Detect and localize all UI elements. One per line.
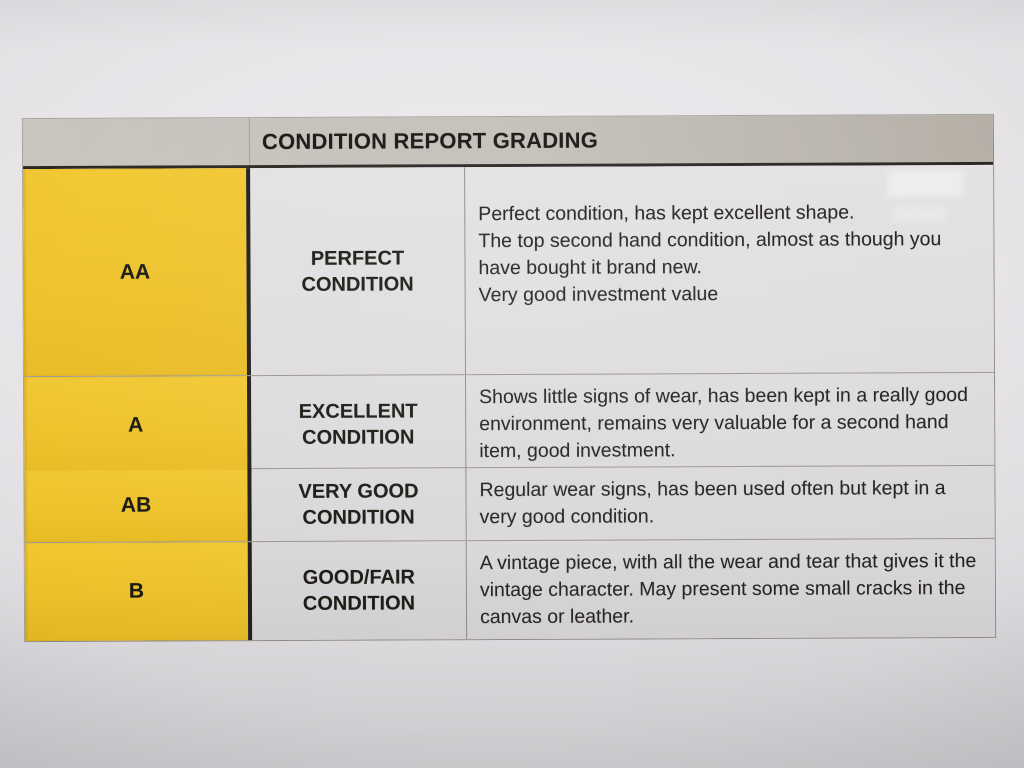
grade-name-cell: VERY GOOD CONDITION <box>251 468 467 542</box>
grade-name-cell: EXCELLENT CONDITION <box>250 375 467 475</box>
grade-description-cell: Perfect condition, has kept excellent sh… <box>465 165 994 374</box>
table-row-grade-a: A EXCELLENT CONDITION Shows little signs… <box>23 371 995 476</box>
grade-code-cell: AB <box>24 469 252 543</box>
grade-description-cell: A vintage piece, with all the wear and t… <box>467 539 995 639</box>
grade-code-cell: B <box>24 542 253 642</box>
grade-code-cell: AA <box>23 168 251 377</box>
grade-description-cell: Regular wear signs, has been used often … <box>466 466 994 540</box>
table-body: AA PERFECT CONDITION Perfect condition, … <box>23 164 996 642</box>
table-header-spacer-cell <box>22 118 251 167</box>
description-paragraph: A vintage piece, with all the wear and t… <box>479 549 977 629</box>
grade-name-cell: PERFECT CONDITION <box>250 167 466 376</box>
table-title: CONDITION REPORT GRADING <box>261 127 599 154</box>
table-row-grade-b: B GOOD/FAIR CONDITION A vintage piece, w… <box>24 537 996 642</box>
table-row-grade-aa: AA PERFECT CONDITION Perfect condition, … <box>23 165 994 377</box>
grade-description-cell: Shows little signs of wear, has been kep… <box>466 373 994 473</box>
description-paragraph: The top second hand condition, almost as… <box>478 228 942 280</box>
grade-name-cell: GOOD/FAIR CONDITION <box>251 541 468 641</box>
description-paragraph: Regular wear signs, has been used often … <box>479 477 946 529</box>
condition-grading-table: CONDITION REPORT GRADING AA PERFECT COND… <box>21 113 997 643</box>
grade-code-cell: A <box>23 376 252 476</box>
table-row-grade-ab: AB VERY GOOD CONDITION Regular wear sign… <box>24 464 995 543</box>
whiteout-patch <box>887 170 964 198</box>
table-header-row: CONDITION REPORT GRADING <box>22 114 994 170</box>
description-paragraph: Shows little signs of wear, has been kep… <box>479 383 969 463</box>
description-paragraph: Very good investment value <box>478 283 719 307</box>
description-paragraph: Perfect condition, has kept excellent sh… <box>478 201 855 226</box>
